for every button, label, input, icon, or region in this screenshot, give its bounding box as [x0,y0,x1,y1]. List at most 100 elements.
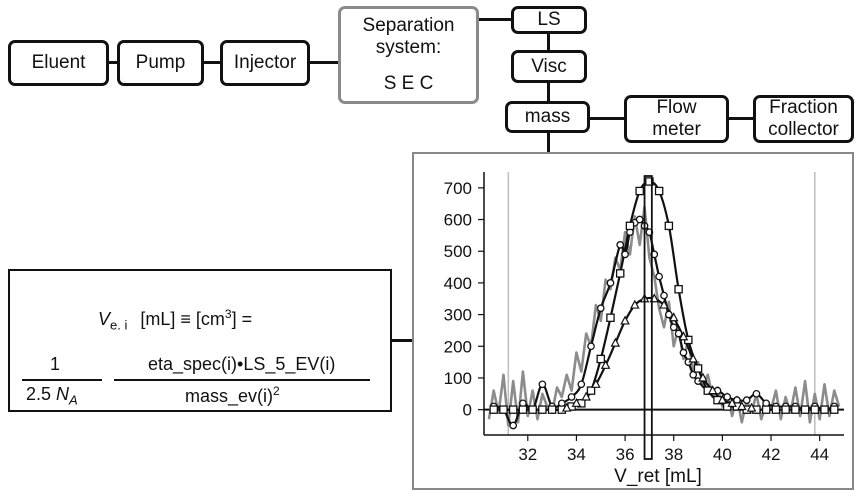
connector-ls-visc [547,33,550,51]
circle-marker [669,323,678,332]
noisy-trace-line [487,205,841,427]
fraction1-denominator-symbol: N [56,384,70,404]
injector-label: Injector [233,52,297,73]
y-tick-label: 300 [444,306,472,325]
square-marker [654,186,664,196]
x-tick-label: 42 [762,445,781,464]
square-marker [830,405,839,414]
circle-marker [509,421,518,430]
square-marker [761,405,771,414]
square-marker [664,221,674,231]
triangle-marker [688,353,698,363]
square-marker [674,284,683,294]
triangle-marker [610,337,621,347]
x-tick-label: 32 [518,445,537,464]
triangle-marker [727,397,737,407]
connector-visc-mass [547,82,550,102]
triangle-marker [707,385,718,395]
triangle-marker [737,400,747,411]
square-marker [508,405,518,414]
triangle-marker [659,299,669,309]
y-tick-label: 200 [444,337,472,356]
square-marker [635,186,644,196]
circle-marker [655,272,663,281]
connector-mass-flow [589,117,625,120]
connector-flow-fraction [728,117,754,120]
formula-v-symbol: V [98,309,111,329]
triangle-marker [591,378,601,388]
triangle-marker [717,394,728,404]
circle-marker [606,279,615,287]
circle-marker [538,380,547,389]
separation-label-line3: S E C [383,73,434,94]
square-marker [499,405,508,414]
x-tick-label: 34 [567,445,586,464]
triangle-marker [620,315,630,325]
fraction1-denominator-subscript: A [69,392,78,408]
separation-system-block: Separation system: S E C [338,6,479,104]
fraction1-numerator: 1 [50,354,61,374]
x-tick-label: 44 [810,445,829,464]
circle-marker [723,393,732,401]
circle-marker [679,348,688,357]
fraction2-numerator: eta_spec(i)•LS_5_EV(i) [148,354,336,374]
x-tick-label: 40 [713,445,732,464]
triangle-marker [630,299,640,309]
triangle-marker [668,312,679,322]
connector-formula-chart [391,339,413,342]
square-marker [771,405,781,414]
circle-marker [689,370,698,379]
square-marker [596,354,606,364]
circle-marker [616,241,625,249]
circle-marker [660,291,668,300]
square-marker [693,364,703,373]
square-marker [547,405,557,414]
flow-meter-label-line1: Flow [656,97,697,118]
y-tick-label: 700 [444,179,472,198]
formula-v-subscript: e. i [110,317,128,333]
triangle-marker [571,397,582,407]
highlight-band-marker [643,175,653,460]
connector-mass-chart [547,132,550,153]
square-marker [489,405,498,414]
x-tick-label: 38 [664,445,683,464]
pump-block: Pump [117,40,204,86]
square-marker [800,405,810,414]
circle-marker [621,250,629,259]
visc-block: Visc [511,50,587,83]
fraction2-denominator: mass_ev(i)2 [185,384,280,407]
y-tick-label: 400 [444,274,472,293]
connector-eluent-pump [108,61,118,64]
square-marker [528,405,537,414]
x-tick-label: 36 [616,445,635,464]
y-tick-label: 0 [463,401,472,420]
formula-units-end: ] = [231,309,253,329]
ls-label: LS [537,9,561,30]
connector-pump-injector [203,61,221,64]
circle-marker [674,329,683,338]
connector-injector-separation [309,61,339,64]
circle-marker [577,380,586,389]
fraction1-bar [22,379,102,381]
square-marker [781,405,790,414]
fraction-collector-label-line2: collector [768,119,839,140]
formula-box: Ve. i [mL] ≡ [cm3] = 1 2.5 NA eta_spec(i… [8,269,392,412]
plot-area [487,177,841,430]
y-tick-label: 600 [444,211,472,230]
separation-label-line1: Separation [362,15,455,36]
chart-frame: 0 100 200 300 400 500 600 700 32 34 36 38 40 42 44 V_re… [412,152,854,490]
triangle-marker [561,402,572,412]
connector-separation-ls [478,18,512,21]
eluent-block: Eluent [8,40,109,86]
flow-meter-label-line2: meter [652,119,701,140]
triangle-marker [698,372,708,382]
triangle-marker [746,402,757,412]
y-tick-label: 100 [444,369,472,388]
square-marker [791,405,800,414]
square-marker [810,405,820,414]
circle-marker [665,310,673,319]
circle-marker [567,393,576,401]
fraction1-denominator-number: 2.5 [26,384,57,404]
square-marker [538,405,547,414]
fraction-collector-label-line1: Fraction [769,97,838,118]
